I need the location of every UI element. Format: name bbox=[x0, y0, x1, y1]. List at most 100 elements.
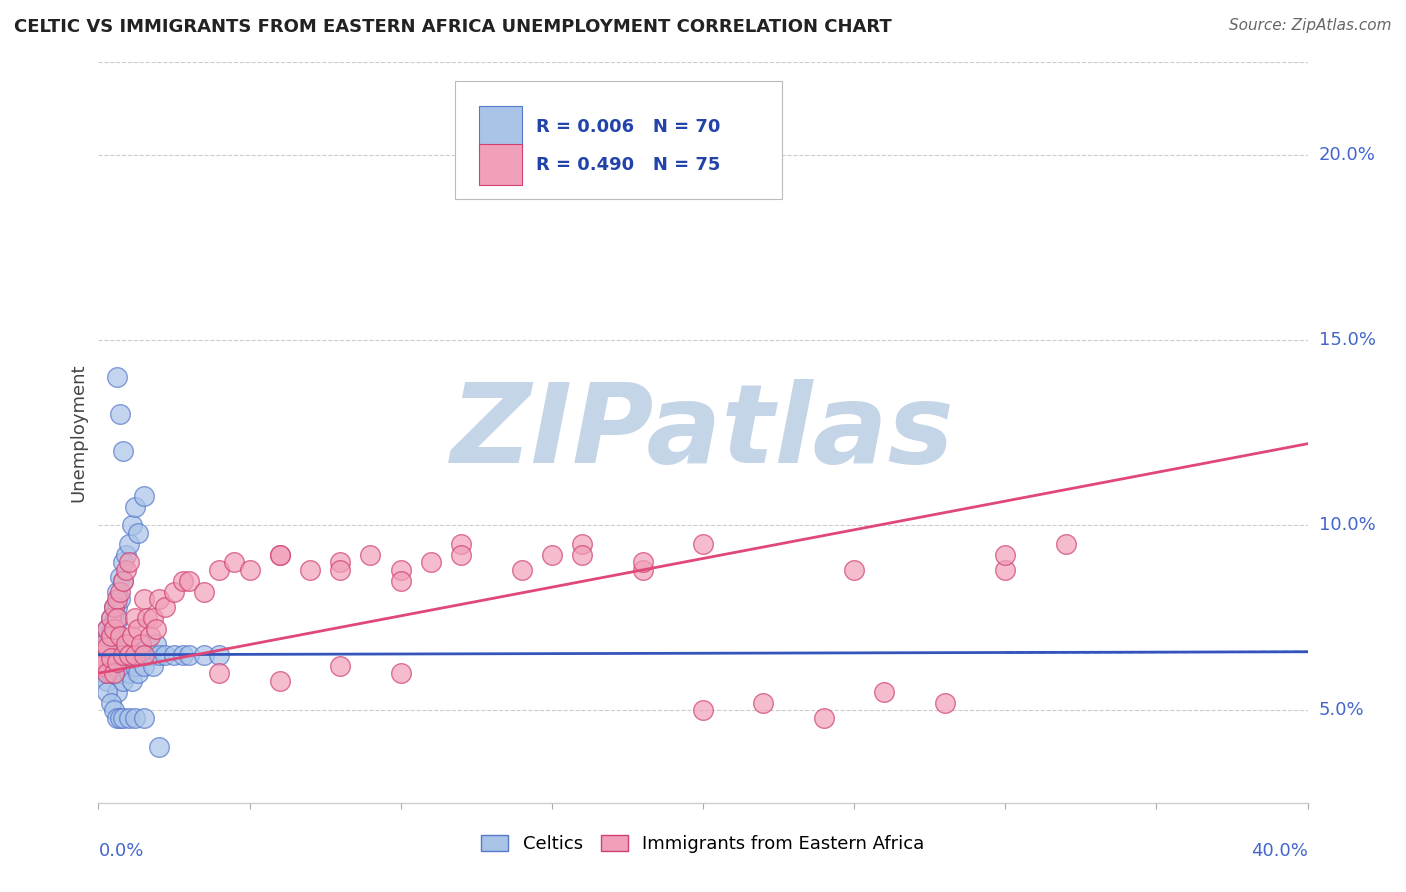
Point bbox=[105, 711, 128, 725]
Point bbox=[93, 655, 115, 669]
Point bbox=[103, 666, 125, 681]
Point bbox=[121, 518, 143, 533]
Point bbox=[105, 592, 128, 607]
Point bbox=[100, 651, 122, 665]
Text: 5.0%: 5.0% bbox=[1319, 701, 1364, 719]
Point bbox=[329, 555, 352, 569]
Point bbox=[96, 658, 118, 673]
Point bbox=[129, 648, 152, 662]
Point bbox=[179, 648, 201, 662]
FancyBboxPatch shape bbox=[479, 145, 522, 185]
Point bbox=[153, 599, 176, 614]
Point bbox=[127, 622, 149, 636]
Text: 15.0%: 15.0% bbox=[1319, 331, 1375, 349]
Point bbox=[813, 711, 835, 725]
Point bbox=[100, 651, 122, 665]
Point bbox=[329, 563, 352, 577]
Point bbox=[145, 622, 167, 636]
Point bbox=[114, 548, 136, 562]
Point bbox=[269, 673, 291, 688]
Point bbox=[105, 584, 128, 599]
Point bbox=[93, 629, 115, 643]
Point bbox=[108, 629, 131, 643]
Point bbox=[510, 563, 533, 577]
Y-axis label: Unemployment: Unemployment bbox=[69, 363, 87, 502]
Point bbox=[108, 711, 131, 725]
Point bbox=[103, 622, 125, 636]
Text: 0.0%: 0.0% bbox=[98, 842, 143, 860]
Point bbox=[163, 584, 186, 599]
Point bbox=[111, 574, 134, 588]
Point bbox=[994, 563, 1017, 577]
Point bbox=[540, 548, 562, 562]
Point bbox=[132, 711, 155, 725]
Point bbox=[124, 500, 146, 514]
Point bbox=[114, 563, 136, 577]
Point bbox=[93, 640, 115, 655]
Point bbox=[389, 574, 412, 588]
Point bbox=[105, 610, 128, 624]
Point bbox=[103, 644, 125, 658]
Point bbox=[571, 536, 593, 550]
Point bbox=[100, 610, 122, 624]
Point bbox=[389, 666, 412, 681]
Point bbox=[118, 536, 141, 550]
Text: CELTIC VS IMMIGRANTS FROM EASTERN AFRICA UNEMPLOYMENT CORRELATION CHART: CELTIC VS IMMIGRANTS FROM EASTERN AFRICA… bbox=[14, 18, 891, 36]
Point bbox=[105, 370, 128, 384]
Point bbox=[100, 637, 122, 651]
Point bbox=[224, 555, 246, 569]
Point bbox=[873, 685, 896, 699]
Point bbox=[111, 555, 134, 569]
Point bbox=[692, 536, 714, 550]
Point bbox=[132, 489, 155, 503]
Point bbox=[100, 696, 122, 710]
Point bbox=[139, 648, 162, 662]
Point bbox=[193, 584, 215, 599]
Point bbox=[96, 640, 118, 655]
Point bbox=[103, 599, 125, 614]
Point bbox=[93, 655, 115, 669]
Point bbox=[132, 648, 155, 662]
Point bbox=[105, 615, 128, 629]
Point bbox=[389, 563, 412, 577]
Point bbox=[132, 592, 155, 607]
Text: R = 0.490   N = 75: R = 0.490 N = 75 bbox=[536, 155, 720, 174]
Point bbox=[114, 637, 136, 651]
Point bbox=[103, 703, 125, 717]
Point bbox=[139, 629, 162, 643]
Legend: Celtics, Immigrants from Eastern Africa: Celtics, Immigrants from Eastern Africa bbox=[474, 828, 932, 861]
Point bbox=[118, 648, 141, 662]
Point bbox=[100, 625, 122, 640]
Point bbox=[103, 629, 125, 643]
Point bbox=[420, 555, 443, 569]
Point bbox=[96, 637, 118, 651]
Point bbox=[103, 615, 125, 629]
Point bbox=[111, 711, 134, 725]
Point bbox=[148, 592, 170, 607]
Point bbox=[752, 696, 775, 710]
Point bbox=[103, 658, 125, 673]
Point bbox=[108, 570, 131, 584]
Point bbox=[114, 658, 136, 673]
Point bbox=[118, 666, 141, 681]
Point bbox=[631, 555, 654, 569]
Point bbox=[208, 666, 231, 681]
Text: 40.0%: 40.0% bbox=[1251, 842, 1308, 860]
Point bbox=[135, 637, 157, 651]
Point bbox=[118, 648, 141, 662]
Point bbox=[631, 563, 654, 577]
Point bbox=[121, 673, 143, 688]
Point bbox=[994, 548, 1017, 562]
Text: R = 0.006   N = 70: R = 0.006 N = 70 bbox=[536, 118, 720, 136]
Point bbox=[934, 696, 956, 710]
Point bbox=[93, 637, 115, 651]
Point bbox=[90, 648, 112, 662]
Point bbox=[193, 648, 215, 662]
Point bbox=[148, 648, 170, 662]
Point bbox=[105, 655, 128, 669]
Point bbox=[692, 703, 714, 717]
Point bbox=[135, 610, 157, 624]
Point bbox=[108, 592, 131, 607]
Point bbox=[100, 666, 122, 681]
Text: ZIPatlas: ZIPatlas bbox=[451, 379, 955, 486]
